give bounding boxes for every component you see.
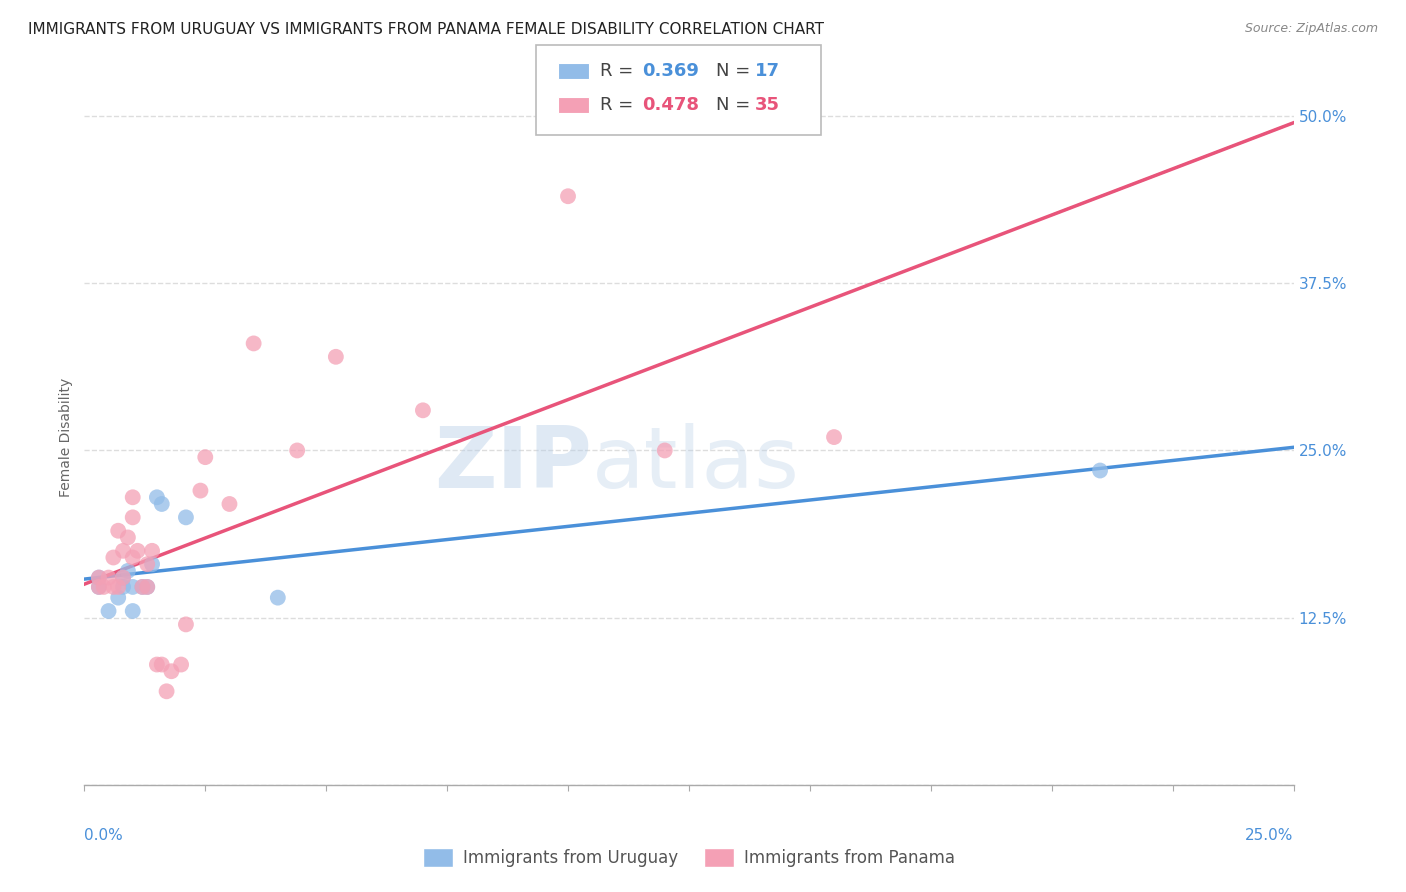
Point	[131, 580, 153, 594]
Point	[107, 591, 129, 605]
Point	[97, 571, 120, 585]
Point	[87, 571, 110, 585]
Text: 0.369: 0.369	[643, 62, 699, 80]
Point	[103, 580, 125, 594]
Point	[654, 443, 676, 458]
Point	[1088, 464, 1111, 478]
Text: 0.478: 0.478	[643, 96, 700, 114]
Point	[121, 490, 143, 504]
Point	[127, 544, 149, 558]
Point	[121, 604, 143, 618]
Point	[174, 617, 197, 632]
Text: N =: N =	[716, 62, 755, 80]
Point	[103, 550, 125, 565]
Point	[160, 664, 183, 679]
Point	[174, 510, 197, 524]
Point	[136, 580, 159, 594]
Point	[141, 544, 163, 558]
Point	[141, 557, 163, 572]
Y-axis label: Female Disability: Female Disability	[59, 377, 73, 497]
Point	[87, 580, 110, 594]
Point	[117, 530, 139, 544]
Point	[325, 350, 347, 364]
Point	[87, 571, 110, 585]
Point	[155, 684, 177, 698]
Text: 0.0%: 0.0%	[84, 828, 124, 843]
Point	[112, 580, 135, 594]
Text: ZIP: ZIP	[434, 424, 592, 507]
Point	[150, 497, 173, 511]
Point	[121, 510, 143, 524]
Point	[823, 430, 845, 444]
Point	[117, 564, 139, 578]
Point	[136, 580, 159, 594]
Point	[97, 604, 120, 618]
Point	[218, 497, 240, 511]
Point	[242, 336, 264, 351]
Text: IMMIGRANTS FROM URUGUAY VS IMMIGRANTS FROM PANAMA FEMALE DISABILITY CORRELATION : IMMIGRANTS FROM URUGUAY VS IMMIGRANTS FR…	[28, 22, 824, 37]
Point	[112, 571, 135, 585]
Text: 25.0%: 25.0%	[1246, 828, 1294, 843]
Point	[267, 591, 290, 605]
Point	[412, 403, 434, 417]
Text: 17: 17	[755, 62, 780, 80]
Point	[93, 580, 115, 594]
Point	[112, 571, 135, 585]
Text: R =: R =	[600, 62, 640, 80]
Text: R =: R =	[600, 96, 640, 114]
Point	[285, 443, 308, 458]
Legend: Immigrants from Uruguay, Immigrants from Panama: Immigrants from Uruguay, Immigrants from…	[416, 841, 962, 874]
Text: 35: 35	[755, 96, 780, 114]
Text: Source: ZipAtlas.com: Source: ZipAtlas.com	[1244, 22, 1378, 36]
Point	[146, 657, 169, 672]
Point	[194, 450, 217, 464]
Point	[557, 189, 579, 203]
Point	[107, 524, 129, 538]
Point	[121, 580, 143, 594]
Point	[146, 490, 169, 504]
Text: atlas: atlas	[592, 424, 800, 507]
Point	[136, 557, 159, 572]
Point	[107, 580, 129, 594]
Point	[112, 544, 135, 558]
Text: N =: N =	[716, 96, 755, 114]
Point	[87, 580, 110, 594]
Point	[170, 657, 193, 672]
Point	[121, 550, 143, 565]
Point	[150, 657, 173, 672]
Point	[131, 580, 153, 594]
Point	[190, 483, 212, 498]
